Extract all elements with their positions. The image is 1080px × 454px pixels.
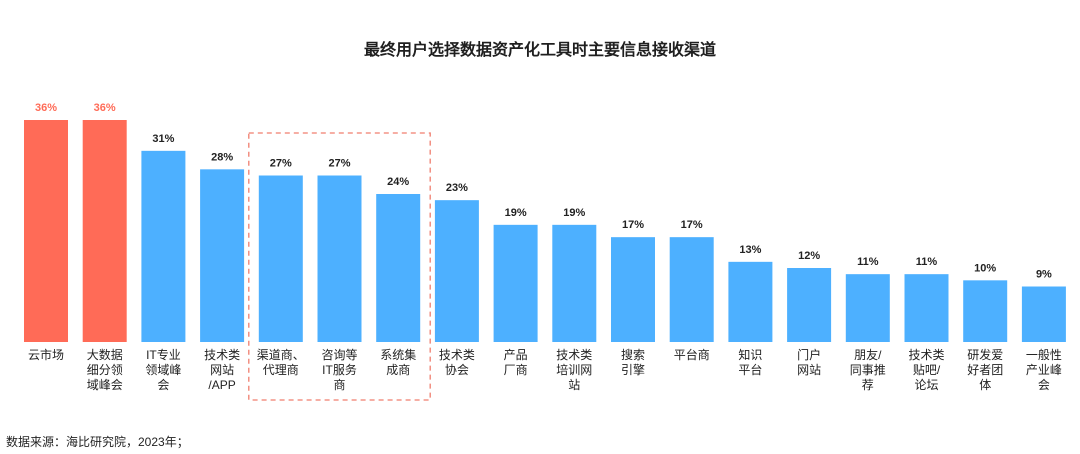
category-label-12-line-1: 平台商 (674, 347, 710, 362)
category-label-3-line-2: 领域峰 (145, 363, 181, 377)
bar-8 (434, 200, 479, 342)
bar-12 (669, 237, 714, 342)
category-label-5-line-1: 渠道商、 (257, 347, 305, 362)
category-label-11-line-1: 搜索 (621, 347, 645, 362)
bar-11 (611, 237, 655, 342)
data-label-14: 12% (798, 250, 820, 262)
data-label-1: 36% (35, 102, 57, 114)
bar-13 (728, 261, 773, 342)
category-label-15-line-2: 同事推 (850, 363, 886, 377)
data-label-2: 36% (94, 102, 116, 114)
category-label-6-line-1: 咨询等 (321, 347, 357, 362)
data-label-7: 24% (387, 176, 409, 188)
category-label-9-line-2: 厂商 (504, 362, 528, 377)
category-label-2-line-1: 大数据 (87, 347, 123, 362)
data-label-8: 23% (446, 182, 468, 194)
bar-16 (904, 274, 949, 342)
category-label-3-line-3: 会 (157, 378, 169, 392)
category-label-4-line-1: 技术类 (204, 348, 240, 362)
data-label-4: 28% (211, 151, 233, 163)
bar-5 (258, 175, 303, 342)
category-label-17-line-3: 体 (979, 378, 991, 392)
bar-6 (317, 175, 362, 342)
category-label-14-line-1: 门户 (797, 347, 821, 362)
category-label-10-line-1: 技术类 (556, 348, 592, 362)
bar-17 (963, 280, 1008, 342)
category-label-8-line-1: 技术类 (439, 348, 475, 362)
data-source-note: 数据来源：海比研究院，2023年； (6, 435, 189, 449)
chart-title: 最终用户选择数据资产化工具时主要信息接收渠道 (363, 42, 716, 59)
bar-9 (493, 224, 538, 342)
data-label-18: 9% (1036, 269, 1052, 281)
category-label-16-line-2: 贴吧/ (913, 363, 941, 377)
data-label-17: 10% (974, 262, 996, 274)
bar-2 (82, 120, 127, 342)
bar-18 (1021, 286, 1066, 342)
bar-4 (200, 169, 245, 342)
category-label-9-line-1: 产品 (504, 348, 528, 362)
category-label-17-line-2: 好者团 (967, 363, 1003, 377)
category-label-1-line-1: 云市场 (28, 347, 64, 362)
category-label-6-line-3: 商 (333, 377, 345, 392)
bar-10 (552, 224, 597, 342)
category-label-11-line-2: 引擎 (621, 362, 645, 377)
bar-15 (845, 274, 890, 342)
data-label-10: 19% (563, 207, 585, 219)
bar-7 (376, 194, 421, 342)
category-label-3-line-1: IT专业 (146, 347, 181, 362)
category-label-16-line-3: 论坛 (914, 378, 938, 392)
category-label-2-line-3: 域峰会 (87, 378, 123, 392)
category-label-13-line-2: 平台 (738, 362, 762, 377)
category-label-8-line-2: 协会 (445, 362, 469, 377)
category-label-7-line-1: 系统集 (380, 347, 416, 362)
data-label-6: 27% (328, 158, 350, 170)
category-label-5-line-2: 代理商 (263, 362, 299, 377)
category-label-4-line-3: /APP (208, 378, 235, 392)
category-label-4-line-2: 网站 (210, 363, 234, 377)
data-label-3: 31% (152, 133, 174, 145)
category-label-10-line-3: 站 (568, 378, 580, 392)
bar-1 (24, 120, 68, 342)
category-label-6-line-2: IT服务 (322, 362, 357, 377)
data-label-13: 13% (739, 244, 761, 256)
bar-3 (141, 150, 186, 342)
category-label-17-line-1: 研发爱 (967, 347, 1003, 362)
category-label-18-line-2: 产业峰 (1026, 363, 1062, 377)
highlight-box (248, 132, 431, 401)
category-label-15-line-3: 荐 (862, 378, 874, 392)
data-label-9: 19% (505, 207, 527, 219)
category-label-13-line-1: 知识 (738, 348, 762, 362)
data-label-12: 17% (681, 219, 703, 231)
data-label-16: 11% (916, 256, 938, 268)
data-label-11: 17% (622, 219, 644, 231)
category-label-18-line-3: 会 (1038, 378, 1050, 392)
category-label-10-line-2: 培训网 (556, 362, 592, 377)
category-label-16-line-1: 技术类 (908, 348, 944, 362)
category-label-18-line-1: 一般性 (1026, 347, 1062, 362)
data-label-15: 11% (857, 256, 879, 268)
category-label-7-line-2: 成商 (386, 362, 410, 377)
category-label-15-line-1: 朋友/ (854, 348, 882, 362)
category-label-2-line-2: 细分领 (87, 363, 123, 377)
bar-14 (787, 268, 832, 342)
category-label-14-line-2: 网站 (797, 363, 821, 377)
data-label-5: 27% (270, 158, 292, 170)
